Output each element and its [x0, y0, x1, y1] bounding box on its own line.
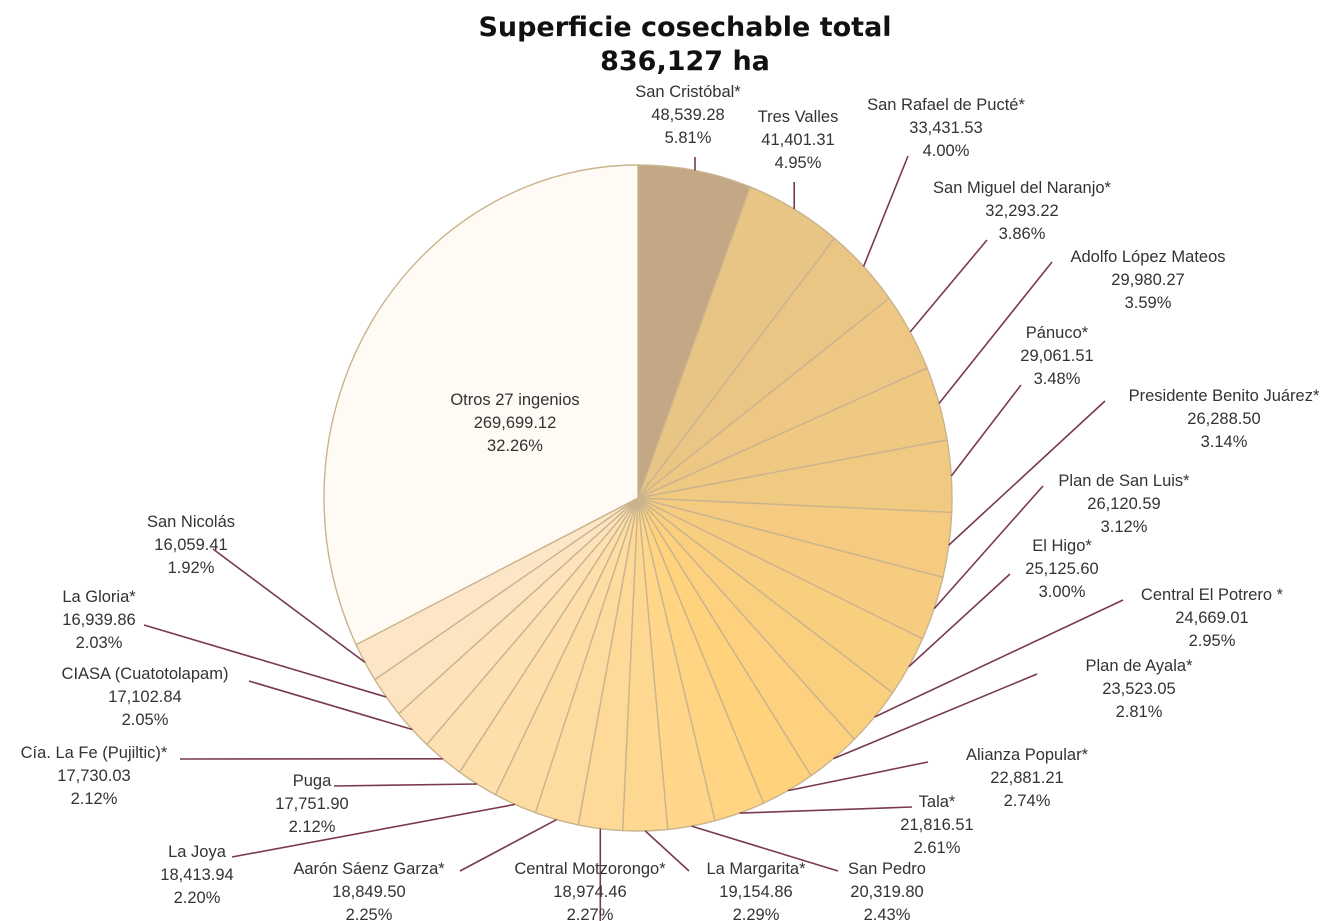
label-cia-la-fe-pujiltic-name: Cía. La Fe (Pujiltic)* [21, 744, 168, 762]
leader-line-tala [739, 806, 913, 814]
leader-line-aaron-saenz-garza [459, 818, 557, 872]
label-adolfo-lopez-mateos-value: 29,980.27 [1111, 271, 1184, 289]
leader-line-alianza-popular [787, 761, 929, 792]
label-alianza-popular-value: 22,881.21 [990, 769, 1063, 787]
leader-line-san-miguel-del-naranjo [909, 239, 988, 333]
label-aaron-saenz-garza-pct: 2.25% [346, 906, 393, 921]
leader-line-san-nicolas [212, 548, 366, 664]
label-puga-pct: 2.12% [289, 818, 336, 836]
label-plan-de-san-luis-value: 26,120.59 [1087, 495, 1160, 513]
leader-line-la-gloria [143, 624, 387, 698]
label-san-rafael-de-pucte-pct: 4.00% [923, 142, 970, 160]
label-san-nicolas-value: 16,059.41 [154, 536, 227, 554]
label-san-nicolas-name: San Nicolás [147, 513, 235, 531]
label-la-margarita-name: La Margarita* [706, 860, 806, 878]
label-central-el-potrero-pct: 2.95% [1189, 632, 1236, 650]
label-ciasa-cuatotolapam-name: CIASA (Cuatotolapam) [62, 665, 229, 683]
label-san-pedro-name: San Pedro [848, 860, 926, 878]
leader-line-el-higo [908, 573, 1011, 668]
slice-labels: San Cristóbal* 48,539.28 5.81% Tres Valles 4… [21, 83, 1320, 921]
label-puga-name: Puga [293, 772, 332, 790]
label-alianza-popular-name: Alianza Popular* [966, 746, 1089, 764]
label-adolfo-lopez-mateos-name: Adolfo López Mateos [1070, 248, 1225, 266]
label-san-rafael-de-pucte-name: San Rafael de Pucté* [867, 96, 1025, 114]
label-san-nicolas-pct: 1.92% [168, 559, 215, 577]
label-san-cristobal-name: San Cristóbal* [635, 83, 741, 101]
label-tala-name: Tala* [919, 793, 956, 811]
leader-line-plan-de-ayala [833, 673, 1038, 760]
label-cia-la-fe-pujiltic-pct: 2.12% [71, 790, 118, 808]
leader-line-presidente-benito-juarez [948, 400, 1106, 546]
label-san-pedro-pct: 2.43% [864, 906, 911, 921]
label-ciasa-cuatotolapam-pct: 2.05% [122, 711, 169, 729]
label-central-motzorongo-name: Central Motzorongo* [514, 860, 666, 878]
label-la-gloria-name: La Gloria* [62, 588, 136, 606]
leader-line-la-margarita [644, 830, 690, 872]
label-la-joya-name: La Joya [168, 843, 227, 861]
pie-slices [323, 164, 953, 832]
label-aaron-saenz-garza-value: 18,849.50 [332, 883, 405, 901]
label-central-el-potrero-name: Central El Potrero * [1141, 586, 1284, 604]
label-otros-27-ingenios-name: Otros 27 ingenios [450, 391, 579, 409]
label-central-motzorongo-value: 18,974.46 [553, 883, 626, 901]
label-puga-value: 17,751.90 [275, 795, 348, 813]
pie-slice-otros-27-ingenios [323, 164, 639, 646]
label-plan-de-ayala-name: Plan de Ayala* [1085, 657, 1193, 675]
label-el-higo-name: El Higo* [1032, 537, 1092, 555]
label-plan-de-ayala-value: 23,523.05 [1102, 680, 1175, 698]
label-plan-de-san-luis-name: Plan de San Luis* [1058, 472, 1190, 490]
label-el-higo-pct: 3.00% [1039, 583, 1086, 601]
label-san-pedro-value: 20,319.80 [850, 883, 923, 901]
label-san-miguel-del-naranjo-name: San Miguel del Naranjo* [933, 179, 1112, 197]
label-cia-la-fe-pujiltic-value: 17,730.03 [57, 767, 130, 785]
leader-line-san-pedro [691, 825, 839, 872]
label-tala-pct: 2.61% [914, 839, 961, 857]
label-tala-value: 21,816.51 [900, 816, 973, 834]
leader-line-puga [333, 783, 478, 787]
label-presidente-benito-juarez-value: 26,288.50 [1187, 410, 1260, 428]
label-panuco-value: 29,061.51 [1020, 347, 1093, 365]
chart-subtitle: 836,127 ha [600, 46, 770, 77]
leader-lines [143, 155, 1124, 921]
leader-line-la-joya [231, 803, 516, 858]
chart-title: Superficie cosechable total [478, 12, 891, 43]
label-san-miguel-del-naranjo-pct: 3.86% [999, 225, 1046, 243]
label-otros-27-ingenios-pct: 32.26% [487, 437, 543, 455]
label-tres-valles-value: 41,401.31 [761, 131, 834, 149]
label-plan-de-san-luis-pct: 3.12% [1101, 518, 1148, 536]
label-san-miguel-del-naranjo-value: 32,293.22 [985, 202, 1058, 220]
label-san-cristobal-value: 48,539.28 [651, 106, 724, 124]
label-la-margarita-value: 19,154.86 [719, 883, 792, 901]
label-presidente-benito-juarez-name: Presidente Benito Juárez* [1129, 387, 1320, 405]
label-central-el-potrero-value: 24,669.01 [1175, 609, 1248, 627]
label-ciasa-cuatotolapam-value: 17,102.84 [108, 688, 181, 706]
label-plan-de-ayala-pct: 2.81% [1116, 703, 1163, 721]
label-la-gloria-value: 16,939.86 [62, 611, 135, 629]
label-la-joya-value: 18,413.94 [160, 866, 233, 884]
label-panuco-pct: 3.48% [1034, 370, 1081, 388]
label-la-margarita-pct: 2.29% [733, 906, 780, 921]
label-la-joya-pct: 2.20% [174, 889, 221, 907]
label-san-rafael-de-pucte-value: 33,431.53 [909, 119, 982, 137]
leader-line-ciasa-cuatotolapam [248, 680, 413, 731]
label-alianza-popular-pct: 2.74% [1004, 792, 1051, 810]
label-adolfo-lopez-mateos-pct: 3.59% [1125, 294, 1172, 312]
label-presidente-benito-juarez-pct: 3.14% [1201, 433, 1248, 451]
label-el-higo-value: 25,125.60 [1025, 560, 1098, 578]
leader-line-plan-de-san-luis [933, 485, 1044, 610]
leader-line-adolfo-lopez-mateos [938, 261, 1053, 404]
leader-line-panuco [950, 384, 1022, 477]
label-la-gloria-pct: 2.03% [76, 634, 123, 652]
label-aaron-saenz-garza-name: Aarón Sáenz Garza* [293, 860, 445, 878]
label-san-cristobal-pct: 5.81% [665, 129, 712, 147]
label-tres-valles-name: Tres Valles [758, 108, 839, 126]
leader-line-central-el-potrero [874, 599, 1124, 718]
label-panuco-name: Pánuco* [1026, 324, 1089, 342]
label-tres-valles-pct: 4.95% [775, 154, 822, 172]
label-central-motzorongo-pct: 2.27% [567, 906, 614, 921]
label-otros-27-ingenios-value: 269,699.12 [474, 414, 557, 432]
leader-line-san-rafael-de-pucte [862, 155, 909, 267]
